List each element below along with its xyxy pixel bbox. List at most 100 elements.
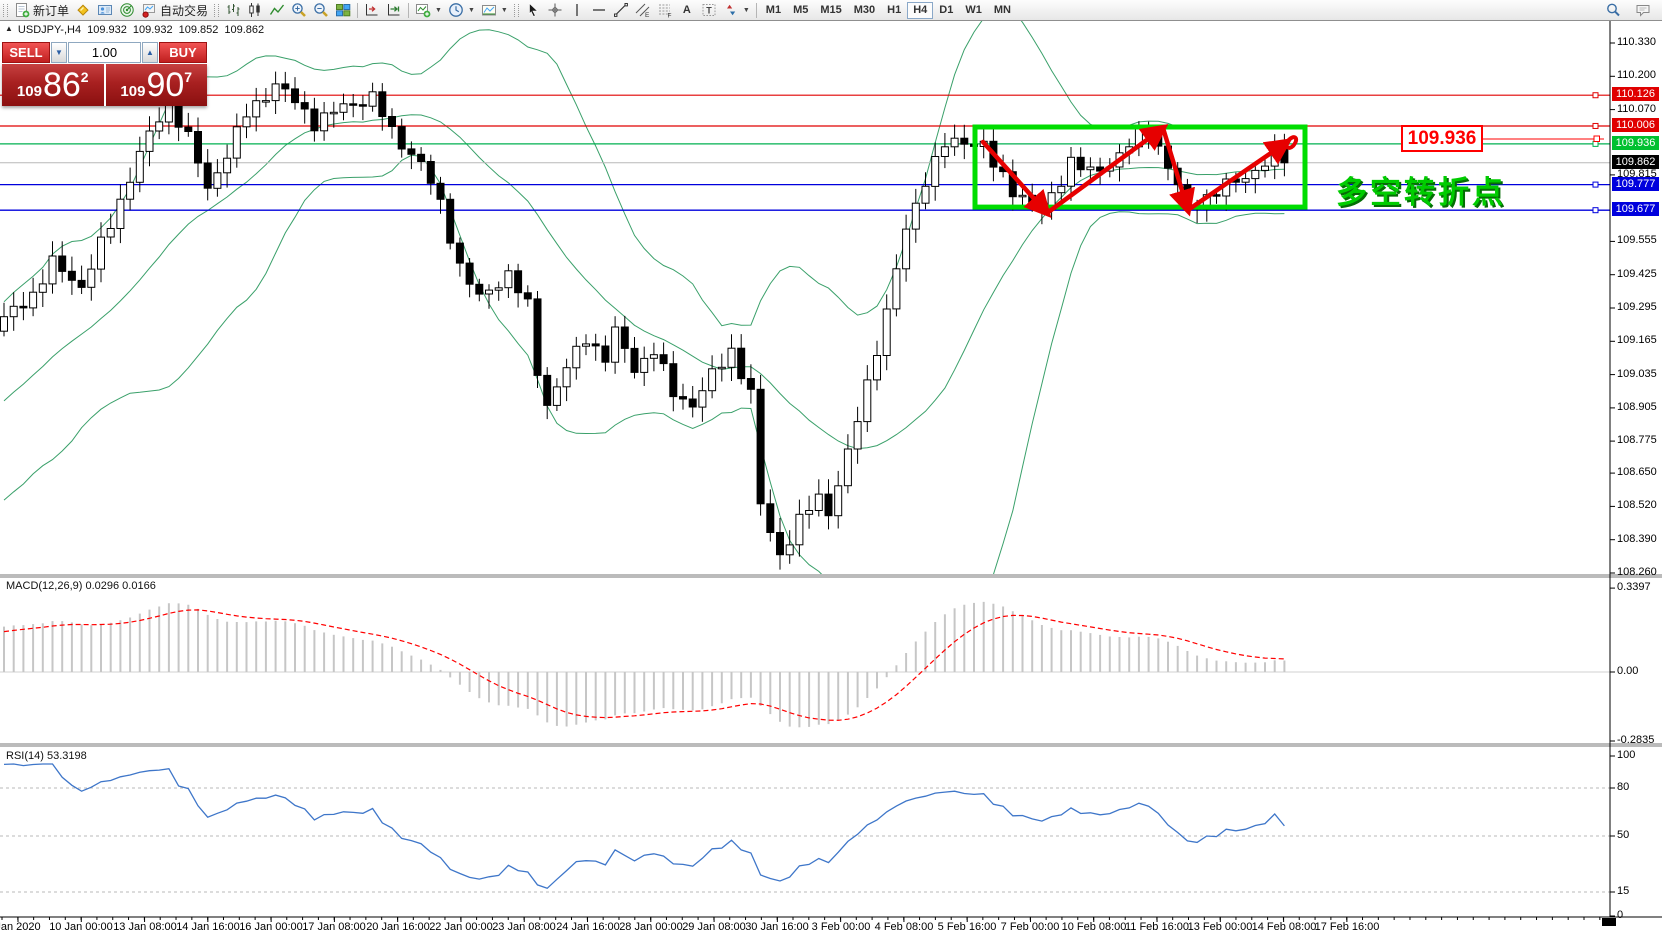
new-chart-button[interactable]: ▼ [412,1,445,19]
timeframe-mn[interactable]: MN [988,2,1017,19]
crosshair-button[interactable] [544,1,566,19]
autotrading-button[interactable]: 自动交易 [138,1,211,19]
volume-increase-button[interactable]: ▲ [142,42,158,63]
trendline-icon [613,2,629,18]
horizontal-level-lines[interactable] [0,92,1610,214]
price-tick: 110.330 [1617,36,1656,48]
time-label: 13 Feb 00:00 [1187,921,1253,933]
auto-scroll-icon [386,2,402,18]
svg-text:F: F [667,13,671,19]
time-label: 16 Jan 00:00 [239,921,303,933]
price-tick: 108.905 [1617,401,1657,413]
autotrading-icon [141,2,157,18]
timeframe-m30[interactable]: M30 [848,2,881,19]
timeframe-h4[interactable]: H4 [907,1,934,19]
time-label: 4 Feb 08:00 [874,921,934,933]
chart-drawings[interactable] [972,124,1604,219]
text-button[interactable]: A [676,1,698,19]
chart-shift-button[interactable] [361,1,383,19]
macd-axis-tick: -0.2835 [1617,734,1655,746]
price-tick: 109.035 [1617,368,1657,380]
symbol-name: USDJPY-,H4 [17,24,82,36]
new-order-label: 新订单 [33,3,70,18]
timeframe-w1[interactable]: W1 [959,2,988,19]
toolbar-grip[interactable] [513,3,519,17]
chart-frame [0,21,1662,922]
timeframe-h1[interactable]: H1 [881,2,907,19]
toolbar-grip[interactable] [3,3,8,17]
horizontal-line-icon [591,2,607,18]
timeframe-m15[interactable]: M15 [814,2,847,19]
window-menu-icon[interactable]: ▲ [5,24,13,33]
buy-price-pips: 90 [146,66,185,104]
strategy-tester-icon [119,2,135,18]
search-button[interactable] [1602,1,1624,19]
metaeditor-button[interactable] [72,1,94,19]
horizontal-line-button[interactable] [588,1,610,19]
price-badge: 109.936 [1612,136,1659,150]
new-order-icon [14,2,30,18]
zoom-out-button[interactable] [310,1,332,19]
line-chart-button[interactable] [266,1,288,19]
zigzag-arrow [1160,125,1196,217]
candlestick-chart-button[interactable] [244,1,266,19]
equidistant-channel-icon: E [635,2,651,18]
timeframe-d1[interactable]: D1 [933,2,959,19]
annotation-note[interactable]: 多空转折点 [1336,175,1506,210]
equidistant-channel-button[interactable]: E [632,1,654,19]
timeframe-m5[interactable]: M5 [787,2,814,19]
sell-button[interactable]: SELL [2,42,50,63]
toolbar-separator [357,2,359,18]
time-label: 7 Feb 00:00 [1000,921,1060,933]
price-tick: 109.165 [1617,334,1657,346]
time-label: 17 Feb 16:00 [1314,921,1380,933]
volume-input[interactable]: 1.00 [68,42,141,63]
zoom-in-icon [291,2,307,18]
templates-button[interactable]: ▼ [478,1,511,19]
arrows-icon [723,2,739,18]
candlestick-series [0,71,1289,570]
text-label-button[interactable]: T [698,1,720,19]
buy-price-box[interactable]: 109 90 7 [103,64,207,106]
vertical-line-button[interactable] [566,1,588,19]
new-order-button[interactable]: 新订单 [11,1,72,19]
price-badge: 110.006 [1612,118,1659,132]
macd-indicator [0,601,1610,728]
timeframe-m1[interactable]: M1 [760,2,787,19]
trendline-button[interactable] [610,1,632,19]
new-chart-icon [415,2,431,18]
auto-scroll-button[interactable] [383,1,405,19]
price-badge: 109.862 [1612,155,1659,169]
strategy-tester-button[interactable] [116,1,138,19]
buy-button[interactable]: BUY [159,42,207,63]
time-label: 22 Jan 00:00 [429,921,493,933]
bollinger-bands [3,21,1285,574]
templates-icon [481,2,497,18]
sell-price-box[interactable]: 109 86 2 [2,64,104,106]
chat-button[interactable] [1632,1,1654,19]
ohlc-high: 109.932 [132,24,173,36]
sell-price-figure: 109 [16,83,42,100]
fibonacci-button[interactable]: F [654,1,676,19]
arrows-button[interactable]: ▼ [720,1,753,19]
terminal-button[interactable] [94,1,116,19]
time-label: 23 Jan 08:00 [492,921,556,933]
time-label: 3 Feb 00:00 [811,921,871,933]
toolbar-separator [755,2,757,18]
tile-windows-button[interactable] [332,1,354,19]
cursor-button[interactable] [522,1,544,19]
crosshair-icon [547,2,563,18]
timeframe-bar: M1 M5 M15 M30 H1 H4 D1 W1 MN [760,1,1017,19]
ohlc-low: 109.852 [178,24,219,36]
zoom-in-button[interactable] [288,1,310,19]
periods-button[interactable]: ▼ [445,1,478,19]
toolbar-grip[interactable] [214,3,220,17]
price-callout[interactable]: 109.936 [1401,125,1483,152]
bar-chart-button[interactable] [222,1,244,19]
volume-decrease-button[interactable]: ▼ [51,42,67,63]
symbol-info: ▲ USDJPY-,H4 109.932 109.932 109.852 109… [5,24,264,36]
macd-axis-tick: 0.3397 [1617,581,1651,593]
price-tick: 108.775 [1617,434,1657,446]
text-icon: A [682,4,691,16]
